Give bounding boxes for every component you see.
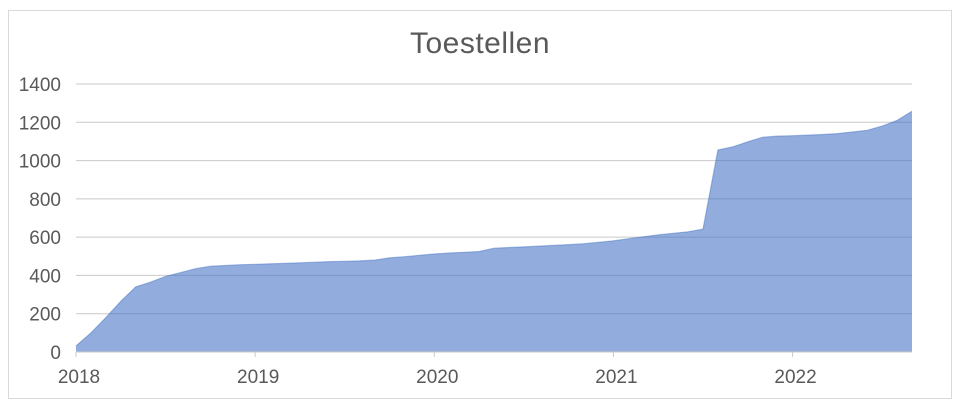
y-axis-label: 200	[29, 305, 61, 326]
y-axis-label: 800	[29, 190, 61, 211]
x-axis-label: 2021	[595, 367, 637, 388]
area-series-top-edge	[75, 110, 913, 347]
area-series-toestellen	[76, 111, 912, 352]
y-axis-label: 400	[29, 266, 61, 287]
area-chart-plot: 0 200 400 600 800 1000 1200 1400 2018 2019 2020 202…	[19, 75, 913, 388]
y-axis-label: 1200	[19, 113, 61, 134]
x-axis-label: 2019	[237, 367, 279, 388]
y-axis-label: 1400	[19, 75, 61, 96]
chart-frame: Toestellen 0 200 400 600 800 1000 1200 1400 2018…	[8, 10, 952, 399]
x-axis-label: 2020	[416, 367, 458, 388]
x-axis-label: 2022	[774, 367, 816, 388]
y-axis-label: 0	[50, 343, 61, 364]
y-axis-label: 600	[29, 228, 61, 249]
y-axis-label: 1000	[19, 152, 61, 173]
x-axis-label: 2018	[58, 367, 100, 388]
